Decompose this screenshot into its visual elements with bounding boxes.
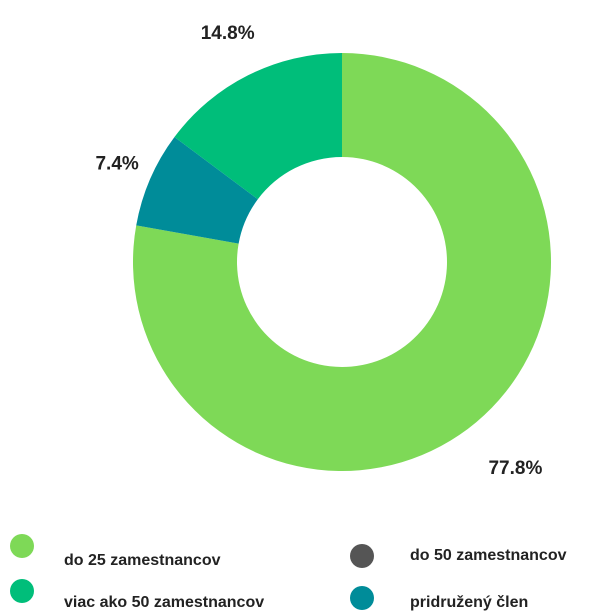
legend-label: viac ako 50 zamestnancov: [64, 594, 264, 611]
legend-swatch: [10, 534, 34, 558]
legend-swatch: [350, 544, 374, 568]
legend-label: do 50 zamestnancov: [410, 547, 567, 564]
slice: [136, 137, 258, 244]
legend-swatch: [350, 586, 374, 610]
slice: [132, 53, 551, 471]
value-label: 7.4%: [95, 154, 138, 175]
value-label: 77.8%: [488, 458, 542, 479]
legend-label: pridružený člen: [410, 594, 528, 611]
value-label: 14.8%: [201, 23, 255, 44]
legend-swatch: [10, 579, 34, 603]
slice: [174, 53, 342, 200]
legend-label: do 25 zamestnancov: [64, 552, 221, 569]
